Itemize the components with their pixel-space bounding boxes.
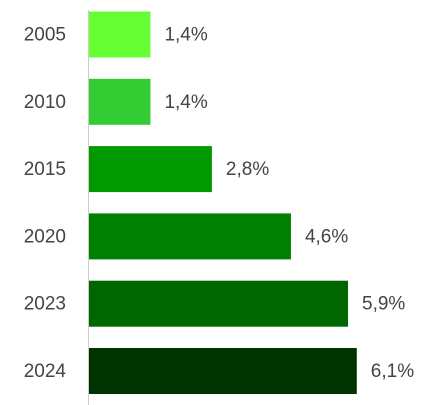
- value-label: 5,9%: [362, 294, 405, 315]
- y-tick-label: 2024: [24, 361, 67, 382]
- value-label: 4,6%: [305, 226, 348, 247]
- value-label: 1,4%: [164, 25, 207, 46]
- value-label: 1,4%: [164, 92, 207, 113]
- bar: [89, 213, 291, 260]
- bar: [89, 78, 151, 125]
- value-label: 6,1%: [371, 361, 414, 382]
- y-tick-label: 2023: [24, 294, 66, 315]
- y-tick-label: 2015: [24, 159, 66, 180]
- y-tick-label: 2020: [24, 226, 66, 247]
- y-tick-label: 2010: [24, 92, 66, 113]
- bar: [89, 280, 349, 327]
- bar: [89, 348, 357, 394]
- bar: [89, 11, 151, 58]
- value-label: 2,8%: [226, 159, 269, 180]
- bar: [89, 146, 212, 193]
- y-tick-label: 2005: [24, 25, 66, 46]
